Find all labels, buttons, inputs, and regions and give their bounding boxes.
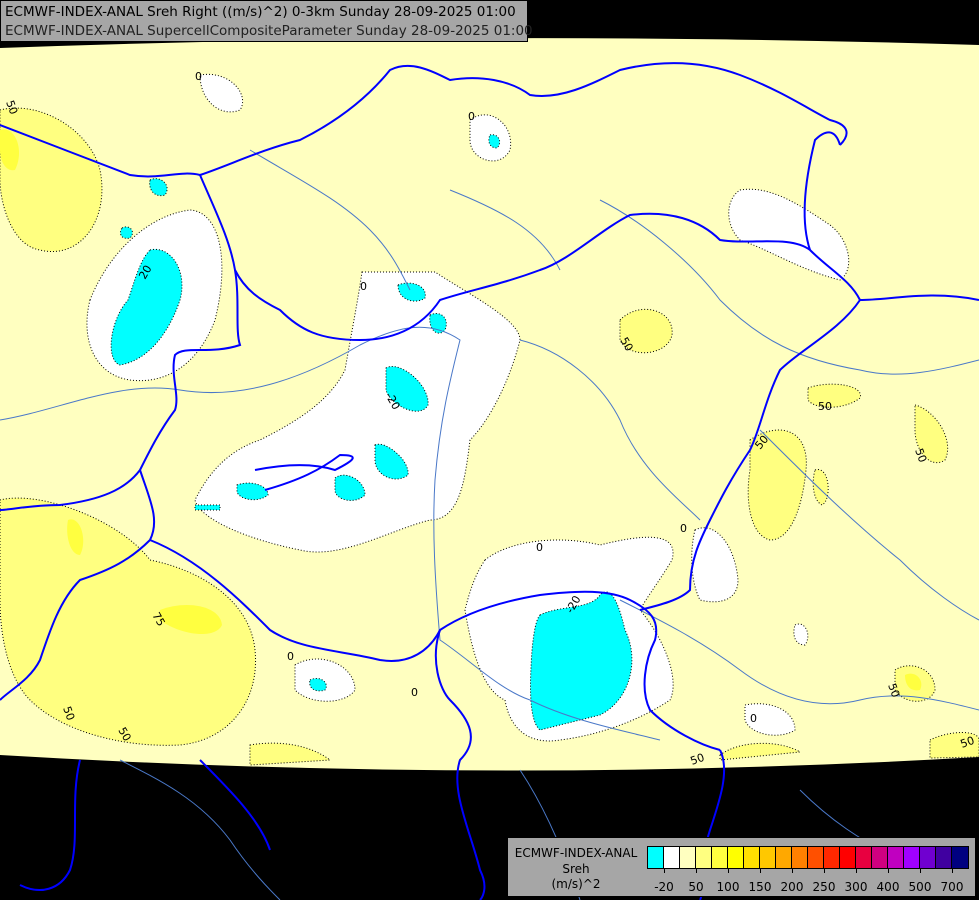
contour-labels: 50 0 0 20 0 -20 50 50 50 50 0 0 75 0 0 -… (3, 70, 976, 768)
legend-swatch (792, 847, 808, 868)
contour-label: 50 (885, 682, 902, 700)
legend-tick-label: 200 (780, 880, 804, 894)
legend-tick-mark (888, 868, 889, 873)
legend-tick-label: -20 (654, 880, 674, 894)
legend-swatch (824, 847, 840, 868)
legend-tick-label: 250 (812, 880, 836, 894)
legend-tick-label: 150 (748, 880, 772, 894)
legend-swatch (760, 847, 776, 868)
legend-tick-mark (728, 868, 729, 873)
legend-tick-mark (856, 868, 857, 873)
legend-tick-mark (792, 868, 793, 873)
title-line-sreh: ECMWF-INDEX-ANAL Sreh Right ((m/s)^2) 0-… (5, 4, 516, 20)
contour-label: 50 (617, 335, 635, 354)
sreh-below-minus20-areas (110, 134, 633, 731)
legend-tick-mark (760, 868, 761, 873)
legend-tick-mark (952, 868, 953, 873)
legend-tick-mark (920, 868, 921, 873)
map-title-box: ECMWF-INDEX-ANAL Sreh Right ((m/s)^2) 0-… (0, 0, 533, 42)
legend-tick-mark (664, 868, 665, 873)
legend-swatch (680, 847, 696, 868)
legend-swatch (920, 847, 936, 868)
legend-swatch (648, 847, 664, 868)
contour-label: 20 (136, 263, 154, 282)
sreh-50-75-areas (0, 107, 979, 766)
contour-label: 50 (689, 751, 707, 768)
legend-parameter: Sreh (562, 861, 590, 876)
legend-tick-mark (824, 868, 825, 873)
contour-label: 0 (360, 280, 367, 293)
contour-label: 0 (680, 522, 687, 535)
river-lines (0, 149, 979, 900)
legend-tick-label: 700 (940, 880, 964, 894)
legend-swatch (856, 847, 872, 868)
legend-swatch (696, 847, 712, 868)
legend-swatch (936, 847, 952, 868)
legend-tick-label: 400 (876, 880, 900, 894)
contour-label: 0 (287, 650, 294, 663)
contour-label: 0 (195, 70, 202, 83)
legend-swatch (776, 847, 792, 868)
legend-tick-label: 500 (908, 880, 932, 894)
contour-label: 50 (60, 705, 77, 723)
legend-title: ECMWF-INDEX-ANAL Sreh (m/s)^2 (512, 846, 640, 893)
legend-swatch (712, 847, 728, 868)
contour-label: 50 (115, 725, 133, 744)
legend-swatch (952, 847, 968, 868)
legend-swatch (888, 847, 904, 868)
contour-label: 50 (3, 99, 20, 117)
color-legend: ECMWF-INDEX-ANAL Sreh (m/s)^2 -20 50 100 15… (507, 837, 976, 897)
legend-swatch (744, 847, 760, 868)
legend-tick-label: 300 (844, 880, 868, 894)
contour-label: 75 (149, 610, 167, 629)
legend-swatch (728, 847, 744, 868)
contour-label: 0 (750, 712, 757, 725)
legend-tick-label: 100 (716, 880, 740, 894)
contour-label: 0 (468, 110, 475, 123)
legend-colorbar (647, 846, 969, 869)
contour-label: 50 (818, 400, 832, 413)
legend-swatch (808, 847, 824, 868)
legend-model: ECMWF-INDEX-ANAL (514, 846, 638, 860)
legend-swatch (840, 847, 856, 868)
legend-unit: (m/s)^2 (551, 877, 601, 891)
contour-label: 0 (411, 686, 418, 699)
legend-tick-label: 50 (688, 880, 704, 894)
legend-swatch (904, 847, 920, 868)
contour-label: 50 (912, 447, 929, 465)
contour-label: 0 (536, 541, 543, 554)
contour-label: 50 (959, 734, 977, 751)
sreh-75-100-areas (0, 129, 922, 691)
title-line-scp: ECMWF-INDEX-ANAL SupercellCompositeParam… (5, 23, 533, 39)
legend-tick-mark (696, 868, 697, 873)
legend-swatch (664, 847, 680, 868)
legend-swatch (872, 847, 888, 868)
